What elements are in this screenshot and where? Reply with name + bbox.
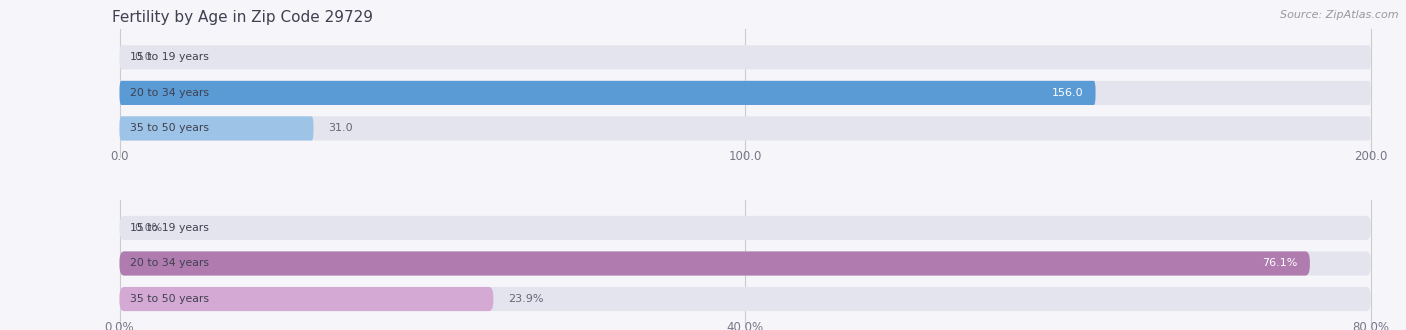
FancyBboxPatch shape [120,81,1095,105]
Text: 23.9%: 23.9% [509,294,544,304]
Text: 15 to 19 years: 15 to 19 years [129,52,208,62]
Text: 31.0: 31.0 [329,123,353,133]
FancyBboxPatch shape [120,251,1310,276]
Text: 0.0%: 0.0% [135,223,163,233]
FancyBboxPatch shape [120,45,1371,69]
FancyBboxPatch shape [120,116,1371,141]
Text: 20 to 34 years: 20 to 34 years [129,88,208,98]
Text: 156.0: 156.0 [1052,88,1083,98]
Text: 20 to 34 years: 20 to 34 years [129,258,208,269]
Text: 76.1%: 76.1% [1263,258,1298,269]
Text: Source: ZipAtlas.com: Source: ZipAtlas.com [1281,10,1399,20]
Text: 35 to 50 years: 35 to 50 years [129,294,208,304]
FancyBboxPatch shape [120,116,314,141]
FancyBboxPatch shape [120,251,1371,276]
FancyBboxPatch shape [120,81,1371,105]
Text: Fertility by Age in Zip Code 29729: Fertility by Age in Zip Code 29729 [112,10,374,25]
Text: 35 to 50 years: 35 to 50 years [129,123,208,133]
FancyBboxPatch shape [120,287,1371,311]
Text: 0.0: 0.0 [135,52,152,62]
FancyBboxPatch shape [120,287,494,311]
FancyBboxPatch shape [120,216,1371,240]
Text: 15 to 19 years: 15 to 19 years [129,223,208,233]
